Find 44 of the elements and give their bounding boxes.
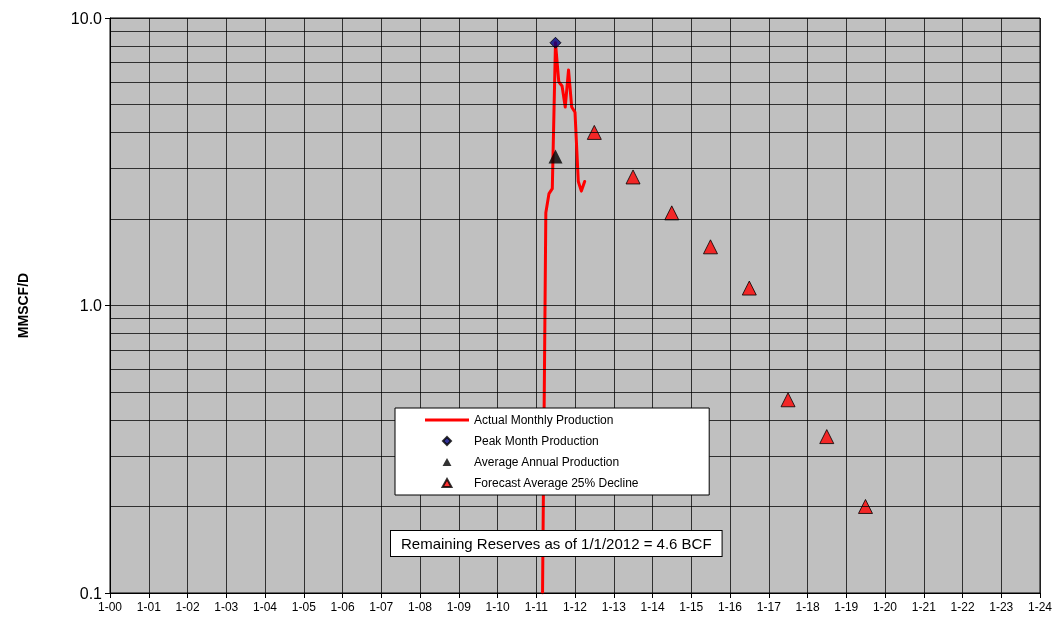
x-tick-label: 1-18 [795, 600, 820, 614]
y-tick-label: 10.0 [70, 9, 103, 27]
x-tick-label: 1-20 [872, 600, 898, 614]
x-tick-label: 1-09 [446, 600, 472, 614]
x-tick-label: 1-08 [407, 600, 433, 614]
x-tick-label: 1-04 [252, 600, 278, 614]
x-tick-label: 1-15 [679, 600, 704, 614]
x-tick-label: 1-11 [524, 600, 549, 614]
x-tick-label: 1-00 [97, 600, 123, 614]
point [857, 498, 873, 514]
x-tick-label: 1-13 [601, 600, 627, 614]
legend-label: Actual Monthly Production [474, 413, 614, 427]
x-tick-label: 1-02 [175, 600, 200, 614]
x-tick-label: 1-23 [989, 600, 1014, 614]
point [819, 429, 835, 445]
x-tick-label: 1-16 [717, 600, 743, 614]
x-tick-label: 1-10 [485, 600, 510, 614]
x-tick-label: 1-01 [136, 600, 162, 614]
point [664, 205, 680, 221]
point [548, 149, 563, 164]
x-tick-label: 1-24 [1027, 600, 1053, 614]
x-tick-label: 1-06 [330, 600, 355, 614]
point [625, 169, 641, 185]
x-tick-label: 1-12 [562, 600, 588, 614]
y-axis-title: MMSCF/D [15, 272, 31, 339]
point [741, 280, 757, 296]
y-tick-label: 1.0 [79, 297, 103, 314]
x-tick-label: 1-07 [369, 600, 394, 614]
legend-label: Peak Month Production [474, 434, 599, 448]
legend-label: Average Annual Production [474, 455, 620, 469]
x-tick-label: 1-21 [911, 600, 937, 614]
x-tick-label: 1-03 [214, 600, 239, 614]
annotation: Remaining Reserves as of 1/1/2012 = 4.6 BCF [401, 535, 712, 552]
point [586, 124, 602, 140]
x-tick-label: 1-19 [834, 600, 859, 614]
legend-label: Forecast Average 25% Decline [474, 476, 639, 490]
x-tick-label: 1-17 [756, 600, 782, 614]
x-tick-label: 1-05 [291, 600, 317, 614]
point [702, 239, 718, 255]
point [549, 36, 562, 49]
x-tick-label: 1-14 [640, 600, 665, 614]
point [780, 392, 796, 408]
y-tick-label: 0.1 [79, 584, 103, 602]
x-tick-label: 1-22 [950, 600, 975, 614]
